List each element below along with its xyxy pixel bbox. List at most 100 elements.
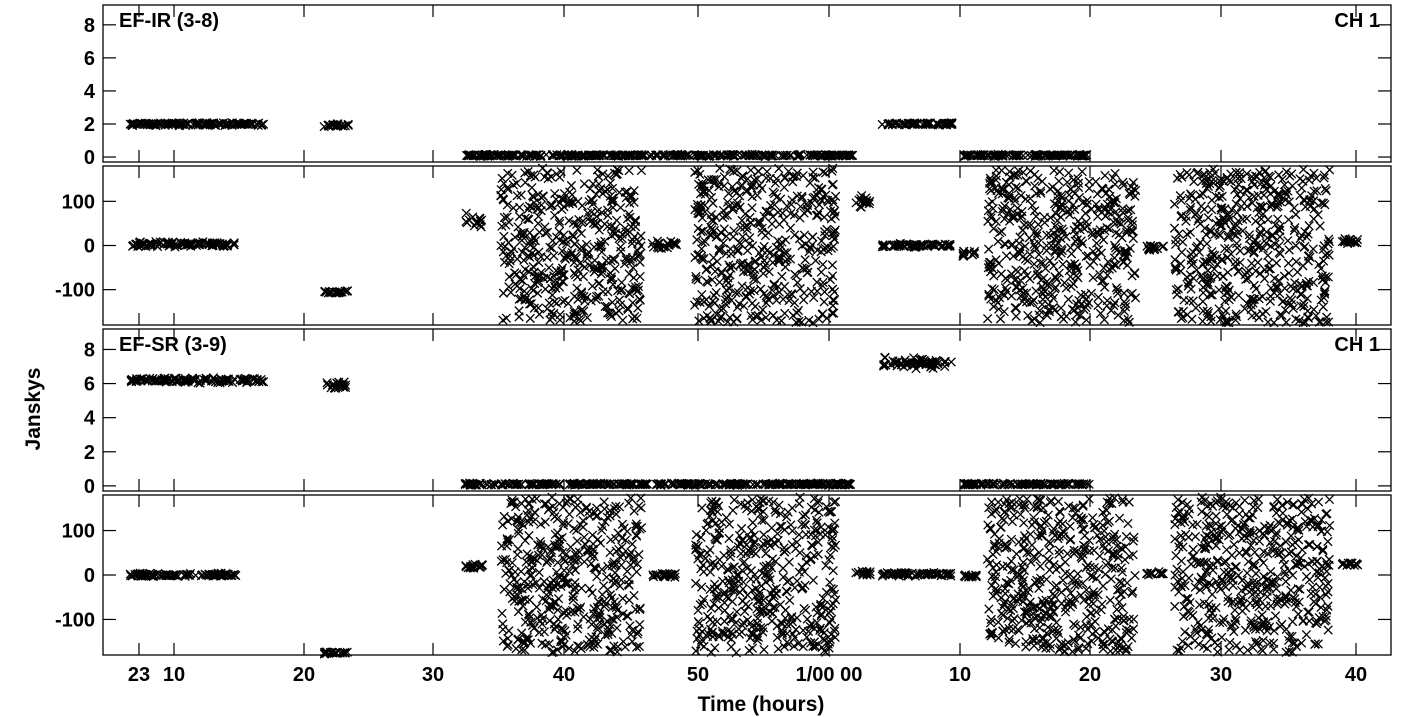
phase-point-1-11 [1280,195,1291,205]
phase-point-1-3 [628,298,638,308]
phase-point-1-9 [1096,248,1106,258]
phase-point-1-3 [520,213,530,223]
phase-point-1-5 [818,167,828,177]
phase-point-1-9 [1099,314,1109,325]
amplitude-point-1-3 [556,150,566,160]
phase-point-1-9 [1004,167,1015,177]
phase-point-1-11 [1218,271,1228,282]
x-axis-title: Time (hours) [698,693,825,716]
phase-point-1-11 [1214,183,1225,193]
amplitude-point-1-3 [729,150,739,161]
phase-point-1-5 [752,190,762,200]
phase-point-1-5 [708,198,718,208]
phase-point-1-3 [632,313,642,323]
phase-point-1-9 [1004,193,1014,204]
phase-point-1-11 [1281,317,1291,327]
amplitude-point-1-3 [531,151,541,161]
phase-point-1-11 [1230,184,1240,195]
phase-point-2-3 [593,534,603,545]
phase-point-1-5 [813,183,824,193]
phase-point-1-3 [629,186,639,196]
phase-point-1-9 [1061,283,1071,293]
phase-point-1-3 [621,193,631,203]
phase-point-2-9 [1078,501,1088,511]
phase-point-1-11 [1252,171,1262,182]
phase-point-1-0 [221,239,231,249]
amplitude-point-1-3 [756,150,767,160]
phase-point-1-5 [797,191,807,202]
phase-point-2-9 [1060,607,1071,617]
phase-point-2-3 [576,583,587,593]
amplitude-point-1-1 [331,121,341,131]
phase-point-1-2 [474,213,485,223]
phase-point-1-5 [733,246,743,256]
phase-point-1-5 [767,285,777,295]
amplitude-point-1-0 [243,119,253,130]
phase-point-1-11 [1208,178,1219,188]
phase-point-1-3 [607,231,617,241]
phase-point-1-11 [1308,244,1318,254]
phase-point-1-11 [1247,295,1257,305]
phase-point-1-11 [1312,186,1322,196]
phase-point-1-3 [569,268,579,278]
phase-point-1-3 [599,219,610,229]
phase-point-1-9 [1130,293,1141,303]
phase-point-1-11 [1222,252,1233,262]
phase-point-1-9 [1112,217,1122,227]
phase-point-1-11 [1321,186,1331,196]
phase-point-1-5 [707,275,717,285]
phase-point-1-3 [635,295,645,305]
phase-point-1-5 [802,267,812,278]
phase-point-1-5 [825,274,836,285]
phase-point-1-9 [993,188,1004,198]
phase-point-1-11 [1275,310,1285,320]
phase-point-1-5 [714,245,724,256]
phase-point-1-11 [1169,199,1180,209]
phase-point-1-9 [983,216,993,226]
phase-point-2-3 [545,616,555,626]
phase-point-1-5 [792,278,803,288]
phase-point-1-10 [1150,244,1160,254]
phase-point-1-11 [1294,315,1304,326]
phase-point-1-5 [778,208,788,218]
phase-point-2-3 [564,509,575,519]
phase-point-1-9 [982,314,993,324]
phase-point-1-11 [1275,192,1285,203]
phase-point-1-3 [545,201,555,212]
phase-point-1-3 [629,197,639,207]
phase-point-1-3 [612,286,623,296]
phase-point-1-0 [207,241,217,251]
phase-point-1-11 [1274,241,1284,251]
phase-point-1-5 [750,301,760,312]
phase-point-1-5 [828,295,838,305]
phase-point-1-11 [1207,290,1217,300]
phase-point-1-3 [549,251,559,261]
phase-point-1-11 [1206,227,1216,237]
phase-point-1-9 [1127,271,1137,281]
phase-point-1-3 [512,178,522,188]
phase-point-1-9 [985,173,995,183]
phase-point-1-9 [1093,292,1104,302]
phase-point-1-11 [1193,167,1203,177]
phase-point-1-4 [662,243,673,253]
phase-point-1-5 [768,187,778,197]
phase-point-1-5 [807,232,818,242]
amplitude-point-1-3 [715,150,725,161]
phase-point-1-11 [1212,253,1222,263]
phase-point-1-5 [815,194,826,204]
channel-label-1: CH 1 [1334,10,1380,32]
phase-point-1-5 [771,174,782,184]
phase-point-1-5 [802,204,813,215]
phase-point-1-3 [554,218,565,229]
phase-point-1-11 [1230,222,1240,232]
phase-point-1-5 [829,206,840,216]
phase-point-2-9 [1105,595,1115,605]
phase-point-1-11 [1184,296,1194,306]
phase-point-1-3 [615,300,626,310]
phase-point-1-11 [1206,316,1216,326]
phase-point-1-3 [513,222,523,232]
phase-point-1-11 [1224,294,1234,305]
phase-point-1-9 [1073,216,1083,226]
amplitude-point-1-0 [201,120,212,130]
phase-point-1-9 [1020,254,1031,264]
